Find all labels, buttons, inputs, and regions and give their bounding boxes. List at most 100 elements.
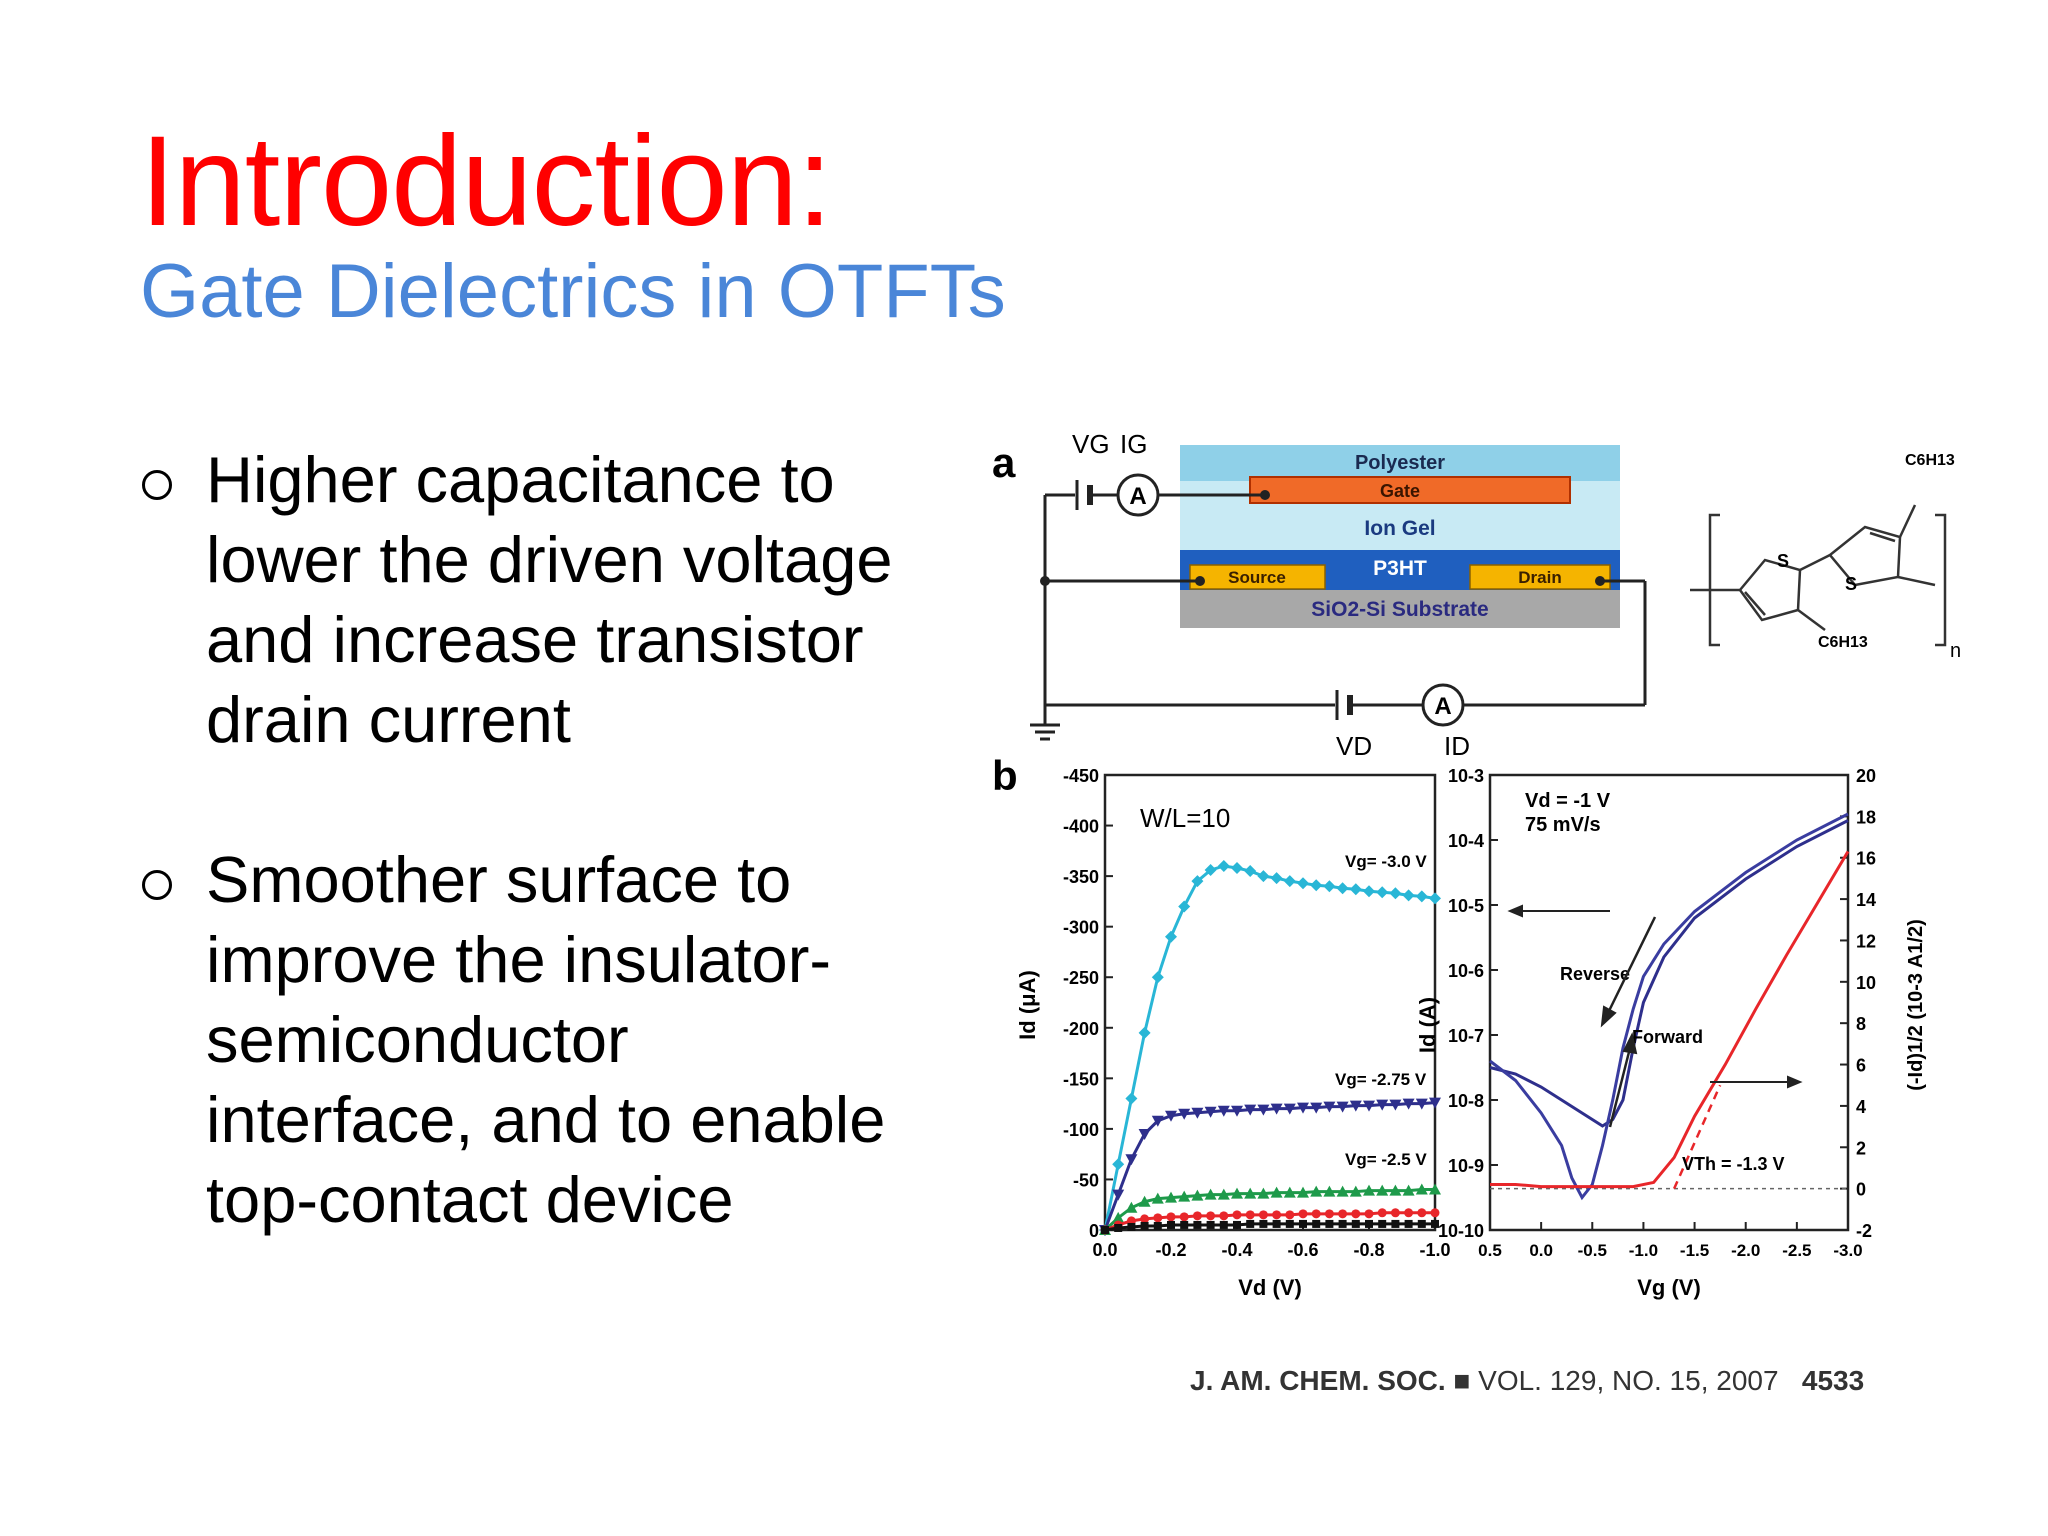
- data-point: [1140, 1221, 1149, 1230]
- x-tick-label: 0.0: [1092, 1240, 1117, 1260]
- data-point: [1389, 1099, 1402, 1111]
- bullet-line: improve the insulator-: [206, 923, 831, 996]
- y-tick-label: 10-8: [1448, 1091, 1484, 1111]
- data-point: [1138, 1128, 1151, 1140]
- data-point: [1324, 1209, 1334, 1219]
- transfer-characteristics-chart: 10-310-410-510-610-710-810-910-10 201816…: [1415, 766, 1927, 1300]
- data-point: [1365, 1219, 1373, 1228]
- x-tick-label: -0.4: [1221, 1240, 1252, 1260]
- chart-annotation: 75 mV/s: [1525, 814, 1601, 836]
- bullet-line: lower the driven voltage: [206, 523, 893, 596]
- y-axis-label: Id (μA): [1015, 970, 1040, 1040]
- y-tick-label: -450: [1063, 766, 1099, 786]
- data-point: [1415, 1098, 1428, 1110]
- data-point: [1297, 1186, 1309, 1198]
- data-point: [1192, 1211, 1202, 1221]
- forward-label: Forward: [1632, 1027, 1703, 1047]
- data-point: [1299, 1219, 1307, 1228]
- data-point: [1415, 890, 1428, 903]
- bullet-item: Higher capacitance to lower the driven v…: [140, 440, 960, 760]
- x-tick-label: -1.0: [1419, 1240, 1450, 1260]
- data-point: [1270, 1186, 1283, 1198]
- data-point: [1153, 1221, 1162, 1230]
- data-point: [1125, 1201, 1138, 1213]
- series-group: [1099, 860, 1441, 1236]
- hexyl-label: C6H13: [1905, 452, 1955, 469]
- data-point: [1258, 1210, 1268, 1220]
- y2-tick-label: 6: [1856, 1056, 1866, 1076]
- data-point: [1431, 1219, 1439, 1228]
- circle-bullet-icon: [142, 470, 172, 500]
- data-point: [1363, 1100, 1375, 1112]
- data-point: [1404, 1219, 1413, 1228]
- gate-label: Gate: [1380, 481, 1420, 501]
- data-point: [1363, 885, 1375, 898]
- data-point: [1297, 1102, 1309, 1114]
- data-point: [1285, 1219, 1294, 1228]
- substrate-label: SiO2-Si Substrate: [1311, 598, 1488, 621]
- data-point: [1151, 1115, 1164, 1127]
- data-point: [1112, 1189, 1125, 1201]
- p3ht-label: P3HT: [1373, 557, 1427, 580]
- x-axis-label: Vd (V): [1238, 1275, 1302, 1300]
- vth-label: VTh = -1.3 V: [1682, 1154, 1785, 1174]
- hexyl-label: C6H13: [1818, 634, 1868, 651]
- data-point: [1138, 1026, 1151, 1039]
- bullet-line: drain current: [206, 683, 571, 756]
- data-point: [1114, 1223, 1123, 1232]
- data-point: [1270, 872, 1283, 885]
- chart-annotation: W/L=10: [1140, 803, 1230, 833]
- drain-electrode: [1469, 564, 1611, 590]
- data-point: [1231, 862, 1243, 875]
- data-point: [1285, 1210, 1295, 1220]
- panel-a: a Polyester Gate Ion Gel P3HT Source Dra…: [992, 429, 1961, 761]
- data-point: [1140, 1214, 1150, 1224]
- polyester-label: Polyester: [1355, 452, 1445, 474]
- bullet-line: interface, and to enable: [206, 1083, 886, 1156]
- data-point: [1217, 1105, 1230, 1117]
- data-point: [1349, 1185, 1362, 1197]
- data-point: [1310, 1185, 1323, 1197]
- data-point: [1402, 889, 1415, 902]
- ammeter-icon: [1116, 473, 1160, 517]
- y2-axis-label: (-Id)1/2 (10-3 A1/2): [1905, 919, 1927, 1091]
- data-point: [1245, 1210, 1255, 1220]
- y-tick-label: -250: [1063, 968, 1099, 988]
- sulfur-label: S: [1777, 551, 1789, 571]
- citation-journal: J. AM. CHEM. SOC.: [1190, 1365, 1446, 1396]
- data-point: [1231, 1187, 1243, 1199]
- slide-subtitle: Gate Dielectrics in OTFTs: [140, 249, 1006, 334]
- data-point: [1204, 864, 1217, 877]
- citation-volume: VOL. 129, NO. 15, 2007: [1478, 1365, 1779, 1396]
- data-point: [1283, 1103, 1296, 1115]
- substrate-layer: [1180, 590, 1620, 628]
- data-point: [1191, 1107, 1204, 1119]
- data-point: [1180, 1220, 1189, 1229]
- panel-label-b: b: [992, 752, 1018, 799]
- x-tick-label: -2.5: [1782, 1241, 1811, 1260]
- data-point: [1336, 1185, 1349, 1197]
- y-ticks: 10-3 10-4 10-5 10-6 10-7 10-8 10-9 10-10: [1438, 766, 1498, 1241]
- y2-tick-label: 0: [1856, 1180, 1866, 1200]
- series-line: [1489, 819, 1849, 1128]
- data-point: [1112, 1211, 1125, 1223]
- data-point: [1191, 875, 1204, 888]
- vd-label: VD: [1336, 731, 1372, 761]
- data-point: [1417, 1208, 1427, 1218]
- junction-dot: [1595, 576, 1605, 586]
- data-point: [1166, 1212, 1176, 1222]
- slide-title: Introduction:: [140, 110, 832, 253]
- data-point: [1429, 1183, 1441, 1195]
- citation-page: 4533: [1801, 1365, 1865, 1396]
- series-label: Vg= -2.75 V: [1335, 1070, 1427, 1089]
- data-point: [1349, 1100, 1362, 1112]
- data-point: [1125, 1154, 1138, 1166]
- series-line: [1490, 850, 1850, 1189]
- y2-tick-label: 8: [1856, 1014, 1866, 1034]
- y-tick-label: 10-6: [1448, 961, 1484, 981]
- y-tick-label: 10-9: [1448, 1156, 1484, 1176]
- bullet-list: Higher capacitance to lower the driven v…: [140, 440, 960, 1240]
- data-point: [1165, 1110, 1177, 1122]
- source-electrode: [1189, 564, 1326, 590]
- data-point: [1272, 1219, 1281, 1228]
